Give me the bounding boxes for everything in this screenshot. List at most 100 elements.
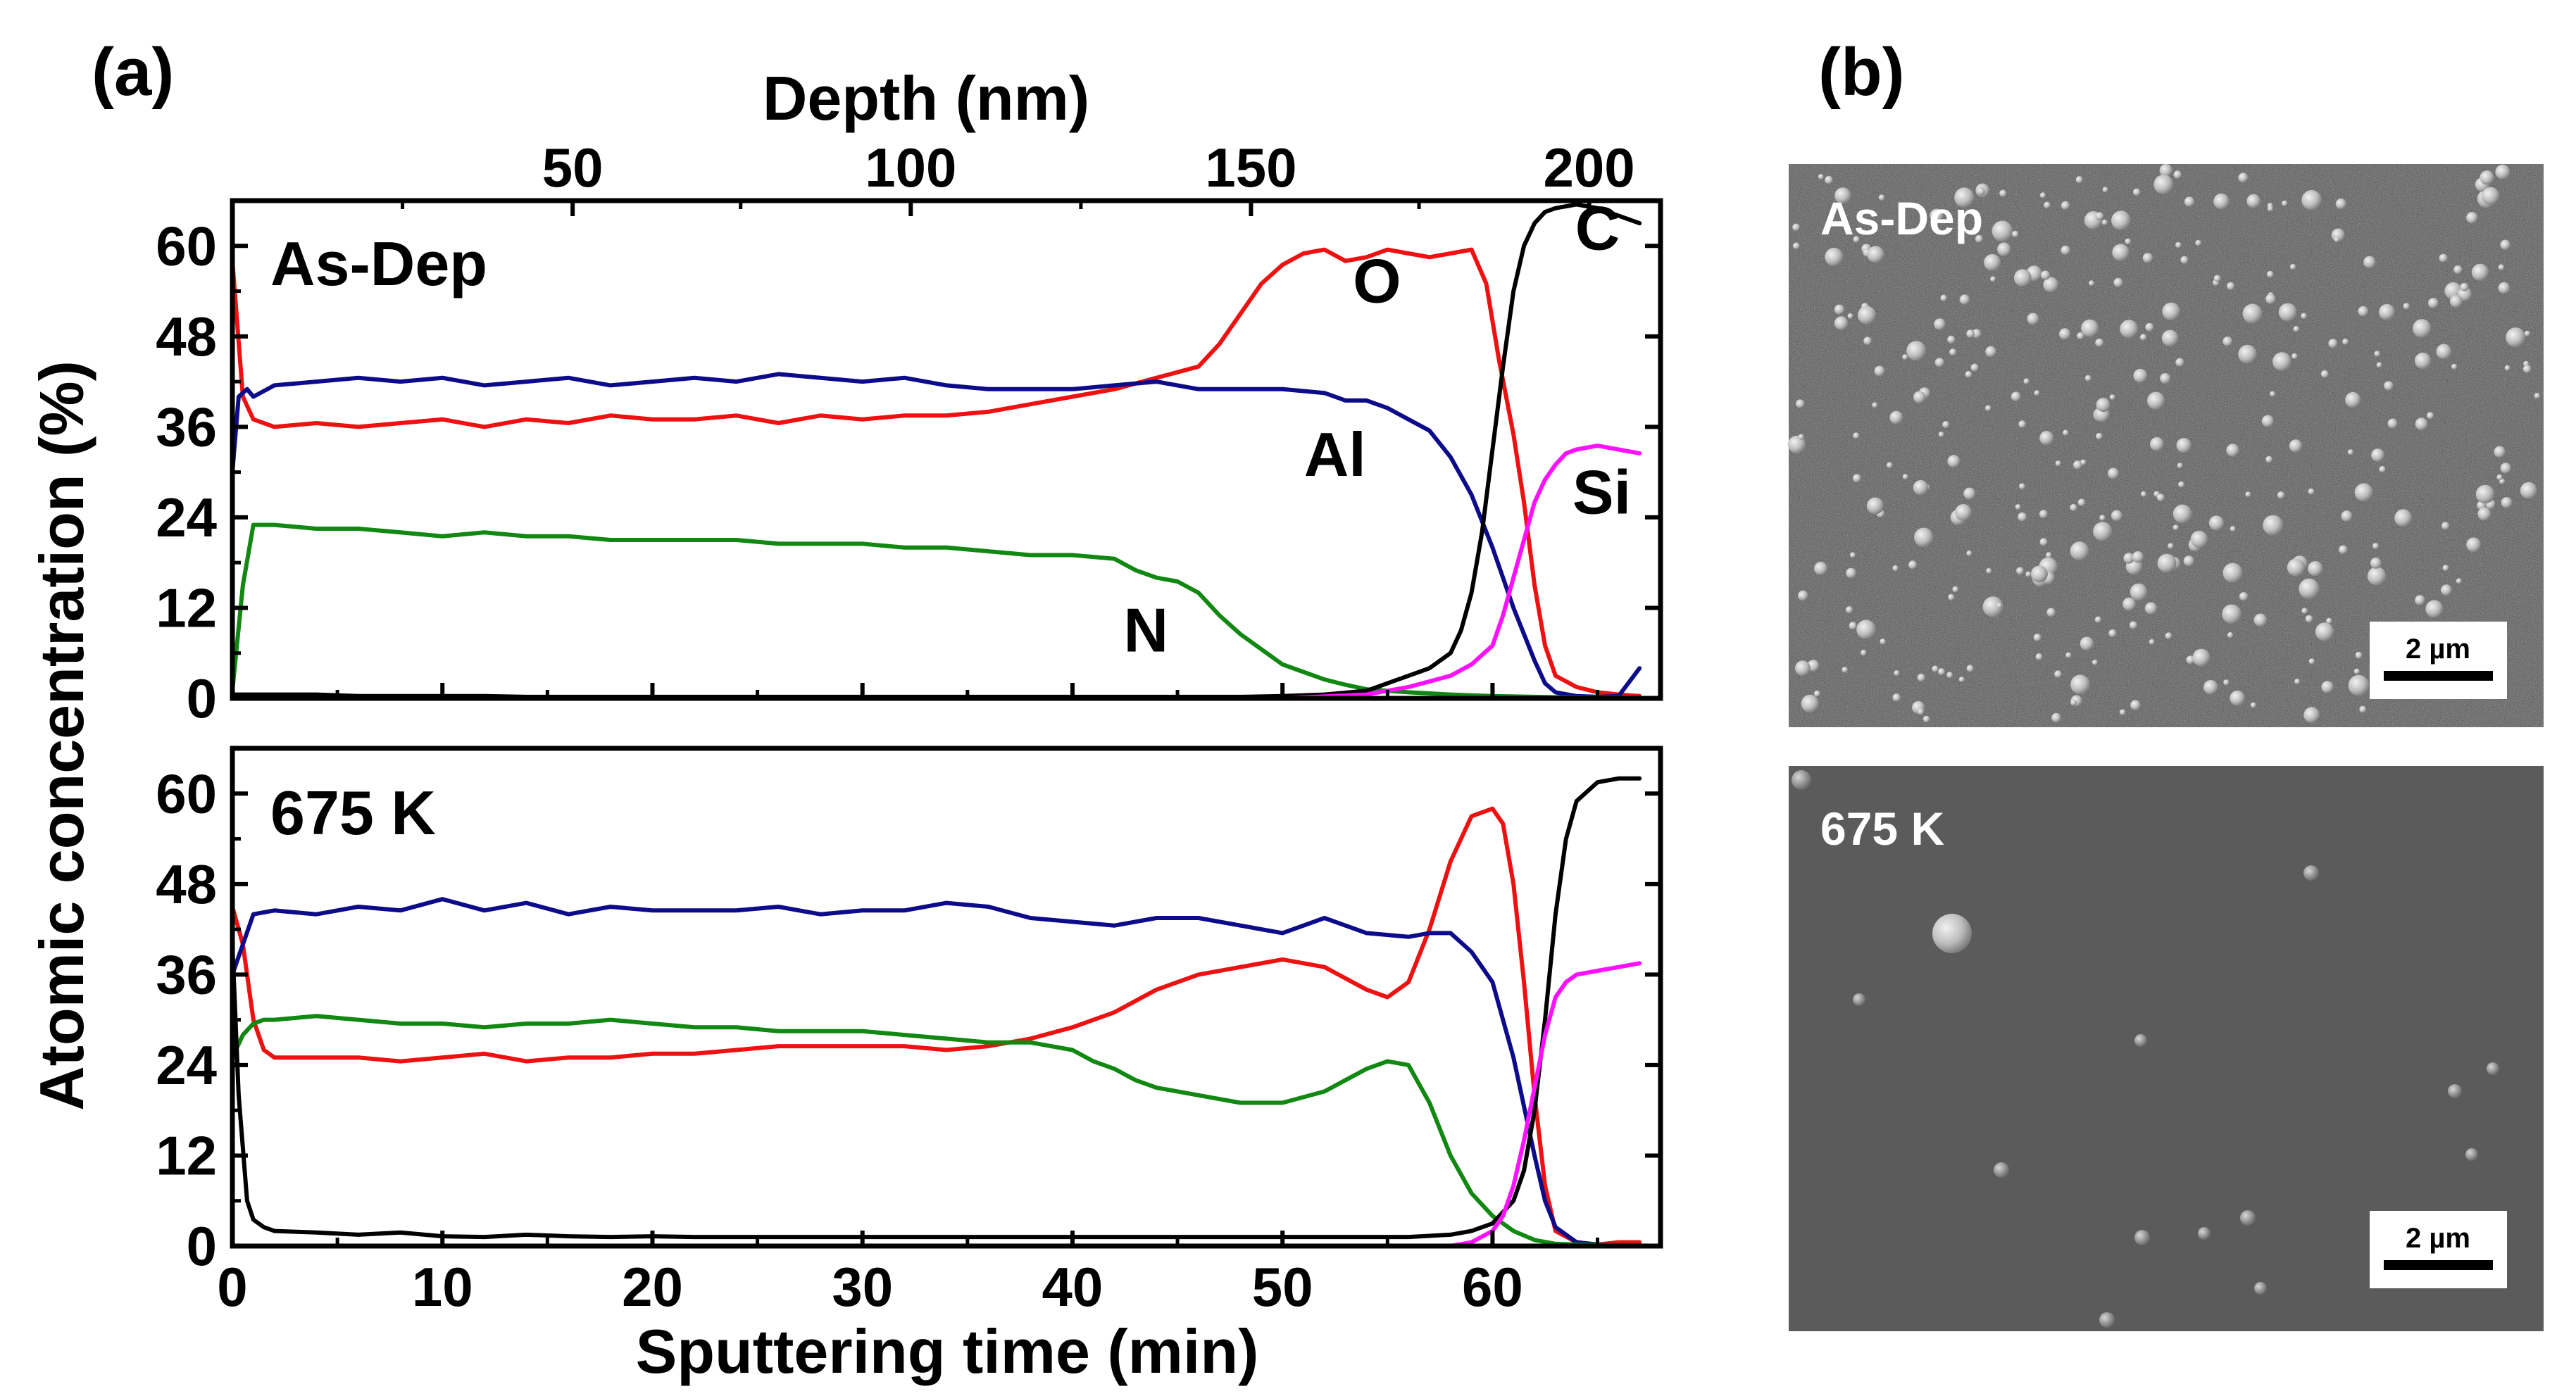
- sem-particle: [2039, 192, 2046, 199]
- sem-particle: [2465, 1148, 2478, 1161]
- sem-particle: [2522, 365, 2532, 373]
- sem-particle: [2272, 352, 2291, 371]
- sem-particle: [2112, 244, 2130, 261]
- sem-particle: [1996, 603, 2003, 609]
- sem-particle: [2299, 578, 2320, 599]
- sem-particle: [2227, 282, 2235, 291]
- sem-particle: [1861, 649, 1867, 656]
- sem-particle: [2084, 375, 2092, 382]
- series-line-n: [230, 522, 1642, 700]
- sem-particle: [2230, 690, 2245, 706]
- sem-particle: [1949, 348, 1957, 356]
- sem-particle: [2134, 1034, 2147, 1047]
- sem-particle: [1846, 567, 1857, 579]
- sem-particle: [1792, 242, 1800, 250]
- sem-particle: [2134, 1230, 2150, 1245]
- sem-particle: [1938, 432, 1944, 438]
- sem-particle: [1965, 370, 1972, 378]
- sem-particle: [2175, 241, 2182, 249]
- sem-particle: [1975, 234, 1983, 243]
- sem-particle: [1906, 341, 1927, 361]
- sem-particle: [2326, 617, 2332, 624]
- sem-particle: [2320, 370, 2329, 378]
- sem-particle: [2379, 465, 2386, 473]
- sem-particle: [2466, 537, 2482, 553]
- sem-particle: [2268, 206, 2273, 212]
- sem-particle: [2165, 632, 2172, 639]
- sem-particle: [2222, 337, 2233, 346]
- sem-particle: [1934, 358, 1944, 367]
- sem-particle: [1958, 677, 1965, 683]
- sem-particle: [2203, 679, 2218, 695]
- sem-particle: [2534, 393, 2540, 399]
- sem-particle: [1792, 770, 1811, 790]
- sem-particle: [1850, 552, 1856, 558]
- sem-particle: [2113, 277, 2123, 287]
- sem-particle: [2278, 303, 2297, 322]
- x-tick-label: 0: [217, 1256, 247, 1318]
- series-line-al: [230, 897, 1642, 1247]
- sem-particle: [1796, 399, 1805, 408]
- sem-particle: [2156, 493, 2165, 502]
- sem-particle: [1985, 405, 1992, 412]
- sem-particle: [2238, 344, 2257, 364]
- sem-particle: [2504, 365, 2511, 371]
- sem-particle: [1966, 665, 1974, 672]
- sem-particle: [2011, 391, 2021, 402]
- sem-particle: [2173, 170, 2182, 179]
- sem-particle: [2161, 329, 2179, 347]
- sem-particle: [2500, 239, 2511, 250]
- sem-particle: [1787, 435, 1806, 454]
- sem-particle: [2034, 390, 2040, 396]
- sem-particle: [1856, 620, 1876, 639]
- sem-particle: [1886, 462, 1893, 469]
- sem-particle: [2153, 175, 2174, 194]
- sem-particle: [1858, 306, 1877, 325]
- sem-particle: [2016, 567, 2024, 575]
- sem-particle: [2348, 674, 2370, 696]
- sem-particle: [1842, 667, 1849, 673]
- sem-particle-large: [1932, 914, 1972, 953]
- sem-particle: [2347, 449, 2353, 455]
- sem-particle: [2363, 256, 2376, 269]
- sem-particle: [1894, 670, 1900, 677]
- sem-particle: [2413, 319, 2432, 338]
- sem-particle: [2367, 567, 2387, 586]
- series-label-al: Al: [1304, 420, 1366, 489]
- sem-particle: [2125, 238, 2132, 245]
- sem-particle: [2190, 530, 2208, 548]
- sem-particle: [2403, 303, 2410, 310]
- sem-particle: [2246, 194, 2261, 208]
- sem-particle: [2498, 264, 2505, 271]
- sem-particle: [2294, 679, 2301, 684]
- sem-particle: [1966, 550, 1972, 556]
- sem-particle: [2254, 1282, 2267, 1295]
- sem-particle: [2159, 163, 2172, 177]
- sem-particle: [1853, 993, 1865, 1006]
- sem-particle: [2122, 597, 2137, 611]
- sem-particle: [2448, 1084, 2462, 1098]
- series-layer: [230, 776, 1642, 1248]
- sem-particle: [2308, 488, 2315, 495]
- chart-title-675k: 675 K: [270, 778, 436, 848]
- sem-particle: [2150, 436, 2164, 451]
- sem-particle: [2094, 616, 2101, 623]
- sem-particle: [1902, 474, 1908, 480]
- sem-particle: [2025, 571, 2032, 577]
- y-tick-label: 12: [156, 1124, 217, 1186]
- sem-particle: [2439, 253, 2448, 263]
- sem-particle: [2132, 551, 2144, 563]
- y-tick-label: 12: [156, 577, 217, 639]
- sem-particle: [2328, 339, 2338, 348]
- sem-particle: [1834, 187, 1851, 204]
- sem-particle: [2063, 429, 2069, 436]
- x-tick-label: 30: [832, 1256, 893, 1318]
- sem-particle: [2414, 352, 2432, 370]
- sem-particle: [2223, 679, 2230, 686]
- sem-particle: [2012, 230, 2019, 238]
- sem-particle: [2035, 653, 2043, 660]
- sem-particle: [1932, 665, 1939, 672]
- sem-particle: [2253, 613, 2268, 627]
- sem-particle: [2387, 418, 2398, 429]
- sem-particle: [2282, 200, 2288, 206]
